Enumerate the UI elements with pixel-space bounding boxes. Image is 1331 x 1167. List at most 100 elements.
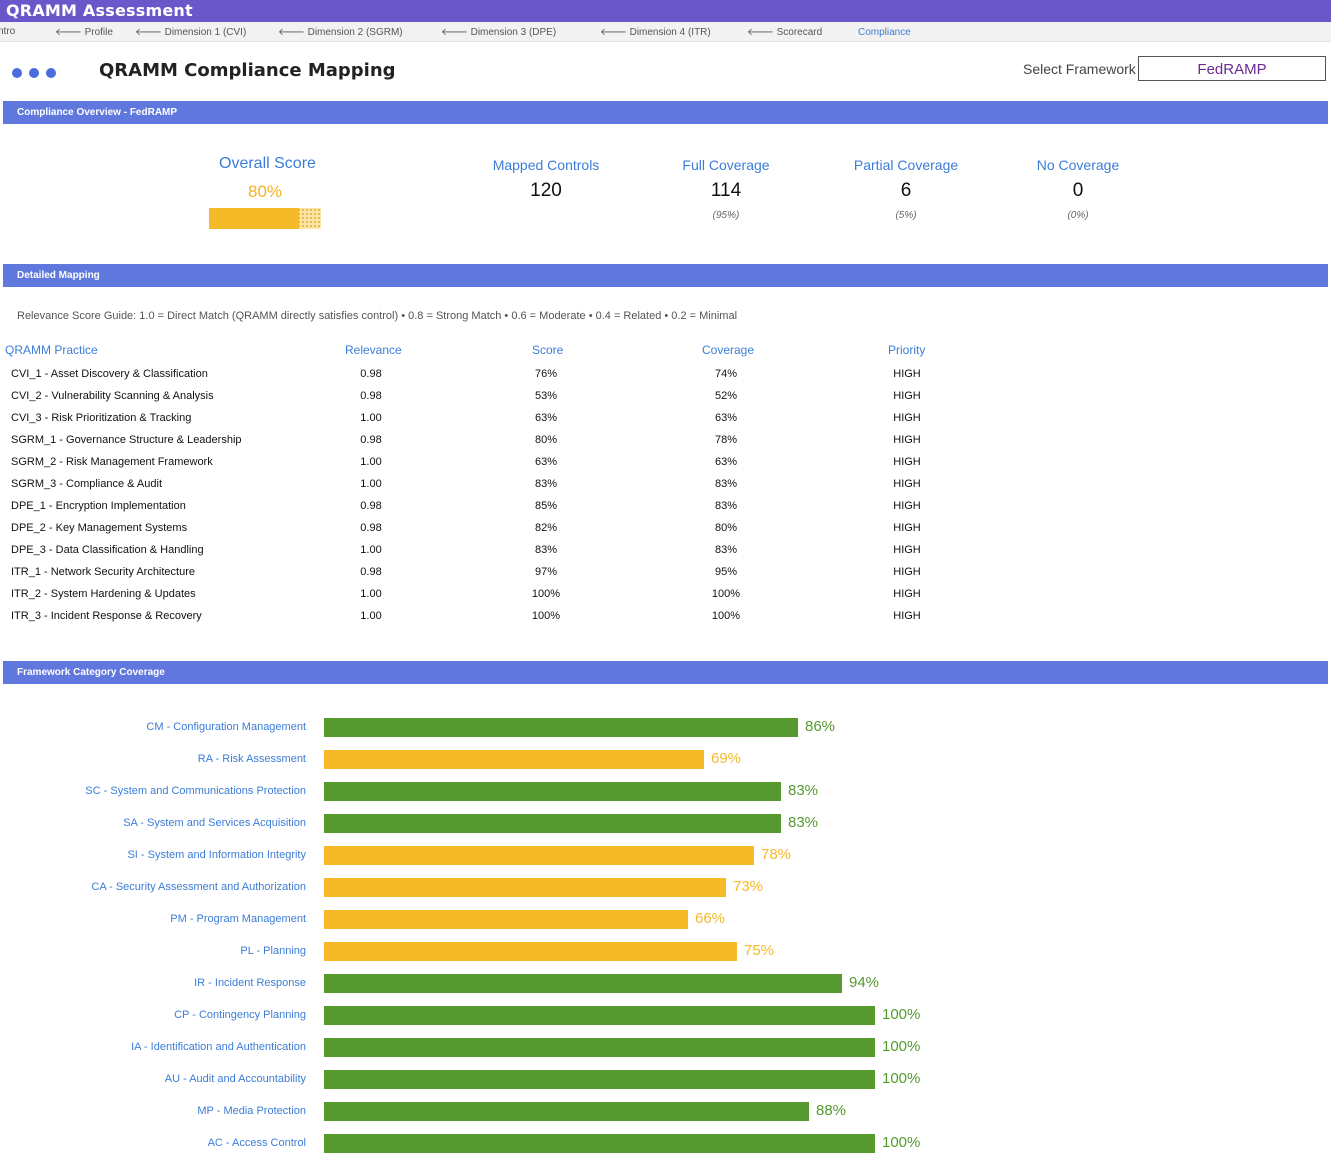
tab-dimension-3[interactable]: 🡐 Dimension 3 (DPE) — [441, 27, 557, 38]
mapping-section-title: Detailed Mapping — [17, 270, 100, 281]
tab-dimension-4[interactable]: 🡐 Dimension 4 (ITR) — [600, 27, 711, 38]
category-label: CA - Security Assessment and Authorizati… — [91, 881, 306, 893]
category-percent: 73% — [733, 878, 764, 895]
score-cell: 76% — [534, 368, 558, 380]
coverage-cell: 78% — [714, 434, 738, 446]
priority-cell: HIGH — [893, 566, 921, 578]
score-cell: 97% — [534, 566, 558, 578]
metric-value: 114 — [710, 180, 742, 201]
metric-full-coverage: Full Coverage 114 (95%) — [656, 157, 796, 221]
category-bar — [324, 1134, 875, 1153]
practice-cell: CVI_2 - Vulnerability Scanning & Analysi… — [11, 390, 214, 402]
practice-cell: ITR_2 - System Hardening & Updates — [11, 588, 196, 600]
coverage-cell: 83% — [714, 478, 738, 490]
category-percent: 100% — [882, 1038, 921, 1055]
overview-section-header: Compliance Overview - FedRAMP — [3, 101, 1328, 124]
score-cell: 80% — [534, 434, 558, 446]
category-label: PM - Program Management — [170, 913, 306, 925]
relevance-cell: 0.98 — [360, 434, 382, 446]
overall-score-value: 80% — [248, 182, 283, 201]
table-row: CVI_2 - Vulnerability Scanning & Analysi… — [0, 390, 1000, 412]
framework-select[interactable]: FedRAMP — [1138, 56, 1326, 81]
app-titlebar: QRAMM Assessment — [0, 0, 1331, 22]
metric-subtext: (0%) — [1067, 210, 1089, 221]
relevance-score-guide: Relevance Score Guide: 1.0 = Direct Matc… — [17, 310, 738, 322]
column-header-priority: Priority — [888, 343, 926, 357]
priority-cell: HIGH — [893, 434, 921, 446]
coverage-cell: 63% — [714, 412, 738, 424]
relevance-cell: 0.98 — [360, 500, 382, 512]
menu-dots-icon[interactable] — [12, 65, 63, 83]
practice-cell: ITR_3 - Incident Response & Recovery — [11, 610, 202, 622]
category-label: PL - Planning — [240, 945, 306, 957]
category-bar — [324, 814, 781, 833]
category-bar — [324, 718, 798, 737]
category-label: IA - Identification and Authentication — [131, 1041, 306, 1053]
overall-score-bar-fill — [209, 208, 299, 229]
coverage-cell: 95% — [714, 566, 738, 578]
priority-cell: HIGH — [893, 500, 921, 512]
score-cell: 85% — [534, 500, 558, 512]
table-row: DPE_3 - Data Classification & Handling 1.… — [0, 544, 1000, 566]
priority-cell: HIGH — [893, 412, 921, 424]
tab-compliance[interactable]: Compliance — [858, 27, 911, 38]
category-percent: 100% — [882, 1006, 921, 1023]
category-bar — [324, 846, 754, 865]
practice-cell: DPE_2 - Key Management Systems — [11, 522, 188, 534]
score-cell: 82% — [534, 522, 558, 534]
category-percent: 94% — [849, 974, 880, 991]
priority-cell: HIGH — [893, 610, 921, 622]
practice-cell: SGRM_3 - Compliance & Audit — [11, 478, 163, 490]
table-row: SGRM_3 - Compliance & Audit 1.00 83% 83% HIG… — [0, 478, 1000, 500]
metric-subtext: (5%) — [895, 210, 917, 221]
table-row: ITR_1 - Network Security Architecture 0.9… — [0, 566, 1000, 588]
tab-intro[interactable]: ntro — [0, 26, 16, 37]
overall-score-bar — [209, 208, 321, 229]
category-section-title: Framework Category Coverage — [17, 667, 165, 678]
score-cell: 53% — [534, 390, 558, 402]
category-percent: 88% — [816, 1102, 847, 1119]
mapping-section-header: Detailed Mapping — [3, 264, 1328, 287]
priority-cell: HIGH — [893, 456, 921, 468]
category-percent: 83% — [788, 814, 819, 831]
column-header-coverage: Coverage — [702, 343, 755, 357]
category-percent: 86% — [805, 718, 836, 735]
practice-cell: DPE_1 - Encryption Implementation — [11, 500, 186, 512]
coverage-cell: 74% — [714, 368, 738, 380]
score-cell: 83% — [534, 478, 558, 490]
tab-profile[interactable]: 🡐 Profile — [55, 27, 113, 38]
table-row: SGRM_2 - Risk Management Framework 1.00 63… — [0, 456, 1000, 478]
metric-label: Full Coverage — [682, 157, 770, 173]
tab-dimension-2[interactable]: 🡐 Dimension 2 (SGRM) — [278, 27, 403, 38]
overview-section-title: Compliance Overview - FedRAMP — [17, 107, 178, 118]
relevance-cell: 0.98 — [360, 368, 382, 380]
priority-cell: HIGH — [893, 368, 921, 380]
category-percent: 83% — [788, 782, 819, 799]
relevance-cell: 0.98 — [360, 566, 382, 578]
column-header-relevance: Relevance — [345, 343, 402, 357]
metric-subtext: (95%) — [712, 210, 740, 221]
coverage-cell: 83% — [714, 544, 738, 556]
category-bar — [324, 910, 688, 929]
relevance-cell: 1.00 — [360, 478, 382, 490]
category-percent: 69% — [711, 750, 742, 767]
score-cell: 83% — [534, 544, 558, 556]
metric-partial-coverage: Partial Coverage 6 (5%) — [836, 157, 976, 221]
overall-score-label: Overall Score — [219, 155, 316, 172]
relevance-cell: 1.00 — [360, 610, 382, 622]
category-label: CP - Contingency Planning — [174, 1009, 306, 1021]
coverage-cell: 52% — [714, 390, 738, 402]
table-row: ITR_3 - Incident Response & Recovery 1.00… — [0, 610, 1000, 632]
priority-cell: HIGH — [893, 588, 921, 600]
table-row: CVI_3 - Risk Prioritization & Tracking 1.… — [0, 412, 1000, 434]
category-bar — [324, 1038, 875, 1057]
category-bar — [324, 1006, 875, 1025]
category-percent: 100% — [882, 1070, 921, 1087]
metric-label: Mapped Controls — [492, 157, 600, 173]
category-bar — [324, 942, 737, 961]
category-percent: 75% — [744, 942, 775, 959]
relevance-cell: 1.00 — [360, 412, 382, 424]
category-bar — [324, 782, 781, 801]
tab-scorecard[interactable]: 🡐 Scorecard — [747, 27, 823, 38]
tab-dimension-1[interactable]: 🡐 Dimension 1 (CVI) — [135, 27, 247, 38]
